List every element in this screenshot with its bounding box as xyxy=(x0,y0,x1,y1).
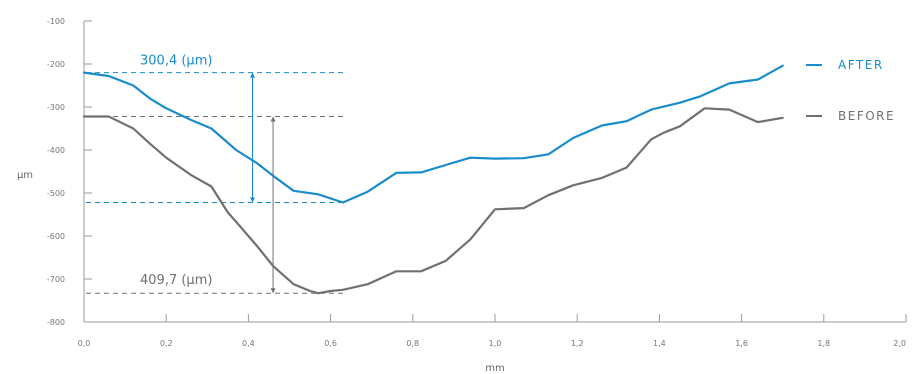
x-tick-label: 1,8 xyxy=(817,339,830,348)
x-tick-label: 1,6 xyxy=(735,339,748,348)
x-tick-label: 2,0 xyxy=(893,339,906,348)
y-tick-label: -400 xyxy=(47,146,65,155)
x-tick-label: 1,2 xyxy=(571,339,584,348)
annotation-guides xyxy=(86,72,348,294)
x-tick-label: 0,6 xyxy=(324,339,337,348)
x-tick-label: 1,0 xyxy=(489,339,502,348)
annotation-label: 300,4 (µm) xyxy=(140,54,212,69)
y-tick-label: -200 xyxy=(47,60,65,69)
annotation-arrow-head-up xyxy=(270,116,276,122)
x-tick-label: 1,4 xyxy=(653,339,666,348)
y-tick-label: -700 xyxy=(47,275,65,284)
annotation-arrow-head-down xyxy=(270,288,276,294)
y-tick-label: -100 xyxy=(47,17,65,26)
x-tick-label: 0,8 xyxy=(406,339,419,348)
y-tick-label: -800 xyxy=(47,318,65,327)
legend-label-after: AFTER xyxy=(838,58,884,72)
x-tick-label: 0,4 xyxy=(242,339,255,348)
legend-label-before: BEFORE xyxy=(838,109,895,123)
x-tick-label: 0,2 xyxy=(160,339,173,348)
annotation-arrow-head-down xyxy=(250,197,256,203)
y-tick-label: -300 xyxy=(47,103,65,112)
annotations: 300,4 (µm) 409,7 (µm) xyxy=(140,54,276,294)
axes: -100 -200 -300 -400 -500 -600 -700 -800 0,0 0,2 0,… xyxy=(47,17,907,348)
y-tick-label: -600 xyxy=(47,232,65,241)
y-tick-label: -500 xyxy=(47,189,65,198)
annotation-label: 409,7 (µm) xyxy=(140,273,212,288)
series-lines xyxy=(82,64,784,295)
annotation-arrow-head-up xyxy=(250,72,256,78)
legend: AFTER BEFORE xyxy=(806,58,895,123)
series-line-before xyxy=(82,107,784,295)
series-line-after xyxy=(82,64,784,204)
y-axis-title: µm xyxy=(17,170,33,181)
x-tick-label: 0,0 xyxy=(78,339,91,348)
x-axis-title: mm xyxy=(485,363,504,374)
